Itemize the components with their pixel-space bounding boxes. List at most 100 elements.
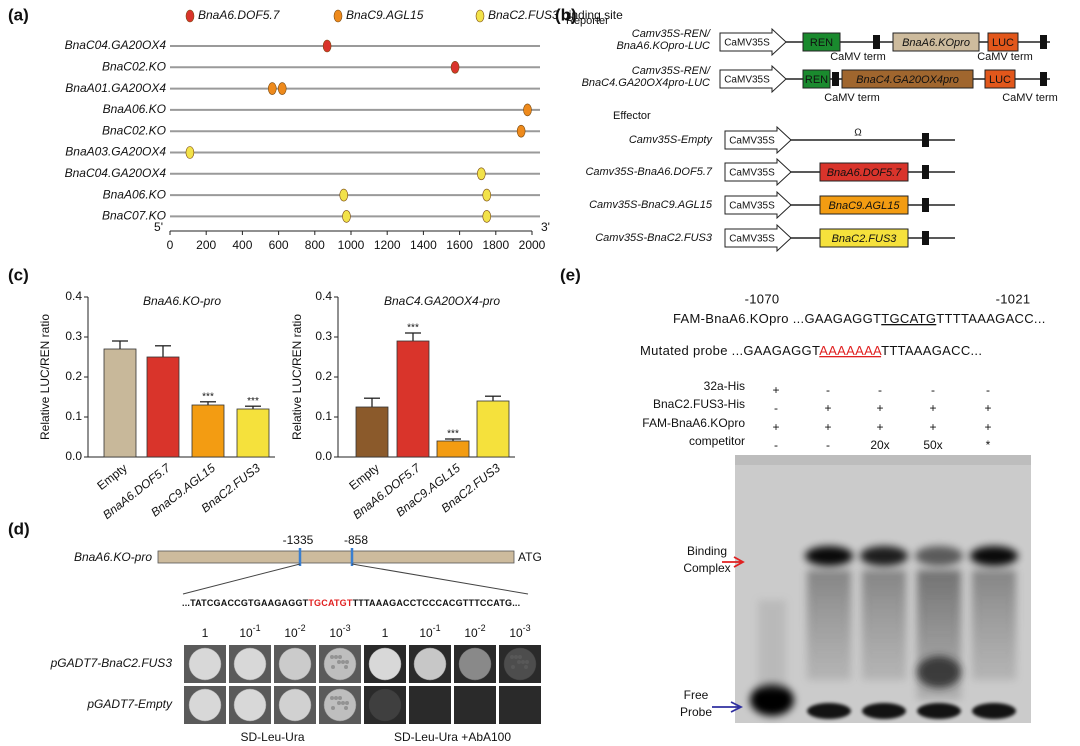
omega: Ω	[854, 128, 862, 139]
colony-speck	[341, 660, 345, 664]
row-label: BnaC04.GA20OX4	[65, 38, 167, 52]
band-arrow	[712, 701, 744, 713]
binding-site	[482, 210, 492, 223]
position-label: -1021	[996, 291, 1031, 306]
lane-value: -	[931, 383, 935, 397]
probe-row: FAM-BnaA6.KOpro ...GAAGAGGTTGCATGTTTTAAA…	[673, 311, 1046, 326]
x-tick-label: 200	[196, 238, 216, 252]
construct-label: Camv35S-REN/	[632, 28, 711, 40]
dilution-exp: -1	[253, 623, 261, 633]
gene-label: BnaC9.AGL15	[829, 200, 901, 212]
promoter-label: CaMV35S	[729, 201, 775, 212]
colony	[458, 647, 492, 681]
dilution-label: 10-2	[284, 623, 305, 640]
construct-label: Camv35S-Empty	[629, 134, 714, 146]
x-tick-label: 1600	[446, 238, 473, 252]
probe-seq: TGCATG	[881, 311, 936, 326]
colony	[188, 647, 222, 681]
dilution-base: 10	[239, 626, 253, 640]
gene-label: REN	[805, 74, 828, 86]
lane-smear	[758, 600, 786, 690]
promoter-arrow	[719, 64, 787, 94]
lane-value: -	[878, 383, 882, 397]
binding-site	[342, 210, 351, 223]
y-tick-label: 0.2	[65, 369, 82, 383]
promoter-label: CaMV35S	[729, 168, 775, 179]
colony	[368, 688, 402, 722]
y-tick-label: 0.2	[315, 369, 332, 383]
colony-speck	[337, 701, 341, 705]
row-label: BnaA01.GA20OX4	[65, 81, 166, 95]
sequence-part: TTTAAAGACCTCCCACGTTTCCATG...	[353, 598, 521, 608]
colony-speck	[331, 665, 335, 669]
terminator-label: CaMV term	[1002, 92, 1058, 104]
dilution-exp: -2	[478, 623, 486, 633]
x-tick-label: 800	[305, 238, 325, 252]
free-probe-band	[807, 703, 851, 719]
promoter-label: CaMV35S	[724, 75, 770, 86]
row-label: BnaA06.KO	[103, 102, 166, 116]
zoom-line	[182, 563, 301, 595]
dilution-base: 10	[419, 626, 433, 640]
section-heading: Reporter	[566, 15, 609, 27]
construct-label: Camv35S-BnaC9.AGL15	[589, 199, 713, 211]
probe-seq: ...GAAGAGGT	[732, 343, 820, 358]
section-heading: Effector	[613, 110, 651, 122]
lane-value: +	[824, 420, 831, 434]
construct-label: Camv35S-BnaA6.DOF5.7	[585, 166, 712, 178]
position-label: -1335	[283, 533, 314, 547]
bar	[476, 400, 510, 458]
row-label: BnaC07.KO	[102, 209, 166, 223]
panel-label: (a)	[8, 5, 29, 24]
gene-box	[987, 32, 1019, 52]
row-label: BnaA06.KO	[103, 187, 166, 201]
terminator	[922, 231, 929, 245]
medium-label: SD-Leu-Ura	[240, 730, 304, 744]
probe-seq: TTTTAAAGACC...	[936, 311, 1045, 326]
colony	[323, 688, 357, 722]
lane-value: +	[929, 401, 936, 415]
dilution-exp: -2	[298, 623, 306, 633]
colony-speck	[511, 665, 515, 669]
x-tick-label: 1000	[338, 238, 365, 252]
lane-value: 20x	[870, 438, 889, 452]
construct-label: Camv35S-REN/	[632, 65, 711, 77]
plate-spot	[364, 686, 406, 724]
binding-complex-band	[805, 546, 853, 566]
terminator	[922, 198, 929, 212]
sequence: ...TATCGACCGTGAAGAGGTTGCATGTTTTAAAGACCTC…	[182, 598, 520, 608]
smear-band	[917, 656, 961, 688]
y-axis-label: Relative LUC/REN ratio	[290, 314, 304, 440]
colony	[413, 647, 447, 681]
row-label: BnaA03.GA20OX4	[65, 145, 166, 159]
dilution-base: 10	[329, 626, 343, 640]
binding-complex-band	[970, 546, 1018, 566]
lane-value: -	[986, 383, 990, 397]
binding-site	[322, 39, 332, 53]
promoter-arrow	[724, 157, 792, 187]
lane-value: +	[876, 420, 883, 434]
band-arrow	[722, 556, 745, 568]
colony	[233, 647, 267, 681]
y-tick-label: 0.4	[315, 289, 332, 303]
terminator-label: CaMV term	[977, 51, 1033, 63]
probe-row: Mutated probe ...GAAGAGGTAAAAAAATTTAAAGA…	[640, 343, 982, 358]
significance: ***	[202, 391, 214, 402]
plate-spot	[499, 645, 541, 683]
lane-value: +	[984, 420, 991, 434]
colony	[503, 647, 537, 681]
plate-spot	[499, 686, 541, 724]
colony	[278, 647, 312, 681]
promoter-label: CaMV35S	[729, 234, 775, 245]
colony-speck	[514, 655, 518, 659]
gene-label: REN	[810, 37, 833, 49]
plate-spot	[409, 686, 451, 724]
legend-label: BnaC2.FUS3 binding site	[488, 8, 623, 22]
panel-label: (d)	[8, 519, 30, 538]
colony-speck	[338, 655, 342, 659]
condition-label: competitor	[689, 434, 745, 448]
free-probe-band	[750, 684, 794, 716]
colony-speck	[330, 696, 334, 700]
construct-label: Camv35S-BnaC2.FUS3	[595, 232, 713, 244]
